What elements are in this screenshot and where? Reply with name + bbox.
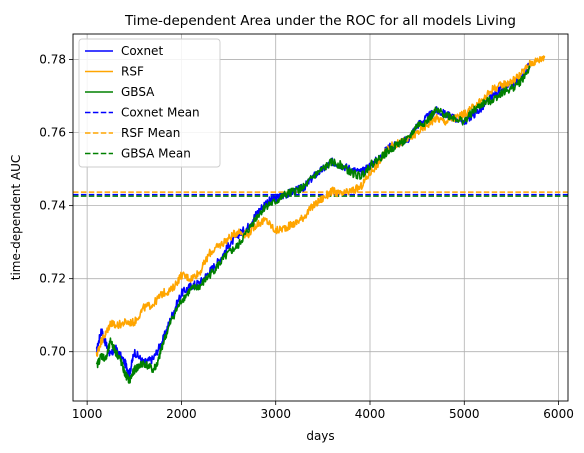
x-tick-label: 4000 — [355, 407, 386, 421]
y-axis-label: time-dependent AUC — [9, 155, 23, 281]
y-tick-label: 0.78 — [39, 53, 66, 67]
y-tick-label: 0.70 — [39, 345, 66, 359]
legend: Coxnet RSF GBSA Coxnet Mean RSF Mean GBSA Mea… — [78, 38, 221, 168]
x-axis-label: days — [306, 429, 334, 443]
y-tick-label: 0.72 — [39, 272, 66, 286]
ticks: 1000 2000 3000 4000 5000 6000 0.70 0.72 0.74 0.76… — [39, 53, 574, 421]
x-tick-label: 5000 — [449, 407, 480, 421]
legend-label: Coxnet Mean — [121, 106, 200, 120]
y-tick-label: 0.74 — [39, 199, 66, 213]
chart-title: Time-dependent Area under the ROC for al… — [124, 13, 516, 29]
legend-label: RSF — [121, 65, 144, 79]
legend-label: GBSA Mean — [121, 147, 191, 161]
x-tick-label: 6000 — [543, 407, 574, 421]
x-tick-label: 2000 — [166, 407, 197, 421]
legend-label: Coxnet — [121, 44, 163, 58]
series-lines — [95, 55, 546, 384]
legend-box — [78, 38, 221, 168]
mean-lines — [73, 191, 568, 197]
x-tick-label: 3000 — [260, 407, 291, 421]
legend-label: RSF Mean — [121, 126, 180, 140]
plot-frame — [72, 33, 569, 402]
x-tick-label: 1000 — [72, 407, 103, 421]
grid — [73, 34, 568, 401]
y-tick-label: 0.76 — [39, 126, 66, 140]
legend-label: GBSA — [121, 85, 155, 99]
series-line-gbsa — [95, 65, 531, 384]
series-line-rsf — [95, 55, 546, 357]
